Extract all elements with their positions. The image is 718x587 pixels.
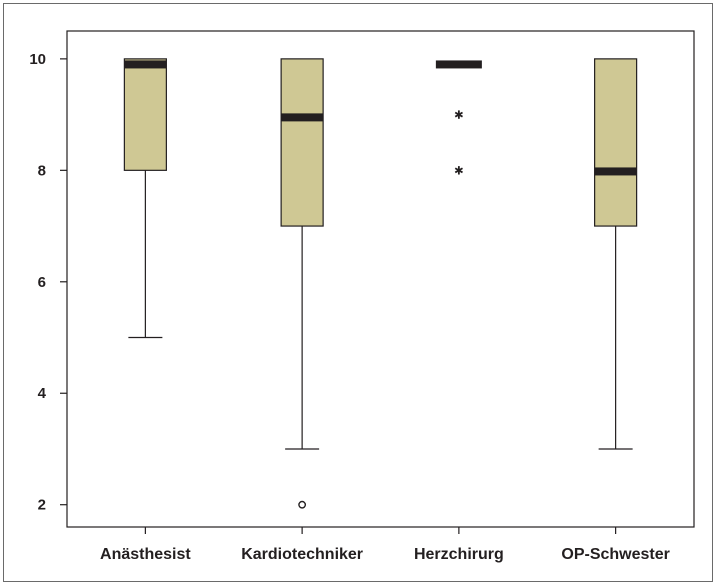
box-group xyxy=(594,58,638,450)
median-line xyxy=(435,60,482,69)
y-tick-label: 6 xyxy=(38,274,46,291)
x-category-label: Anästhesist xyxy=(100,546,191,563)
boxplot-chart: 2 4 6 8 10 Anästhesist Kardiotechniker Herzchi… xyxy=(29,30,695,563)
median-line xyxy=(281,113,324,122)
box-group xyxy=(280,58,324,509)
box-group xyxy=(123,58,167,339)
chart-frame: 2 4 6 8 10 Anästhesist Kardiotechniker Herzchi… xyxy=(3,3,713,582)
extreme-point xyxy=(454,166,463,175)
median-line xyxy=(124,60,167,69)
box-iqr xyxy=(123,58,167,171)
x-category-label: OP-Schwester xyxy=(561,546,669,563)
extreme-point-stroke xyxy=(454,167,463,174)
y-axis: 2 4 6 8 10 xyxy=(29,51,67,514)
box-group xyxy=(435,60,482,175)
box-iqr xyxy=(280,58,324,227)
median-line xyxy=(594,167,637,176)
y-tick-label: 10 xyxy=(29,51,46,68)
plot-area xyxy=(66,30,695,528)
x-category-label: Herzchirurg xyxy=(414,546,504,563)
box-iqr xyxy=(594,58,638,227)
extreme-point xyxy=(454,110,463,119)
extreme-point-stroke xyxy=(454,111,463,118)
y-tick-label: 2 xyxy=(38,497,46,514)
y-tick-label: 4 xyxy=(38,385,47,402)
y-tick-label: 8 xyxy=(38,162,46,179)
outlier-point xyxy=(298,500,307,509)
boxes xyxy=(123,58,638,509)
x-axis: Anästhesist Kardiotechniker Herzchirurg OP-… xyxy=(100,527,670,563)
x-category-label: Kardiotechniker xyxy=(241,546,363,563)
